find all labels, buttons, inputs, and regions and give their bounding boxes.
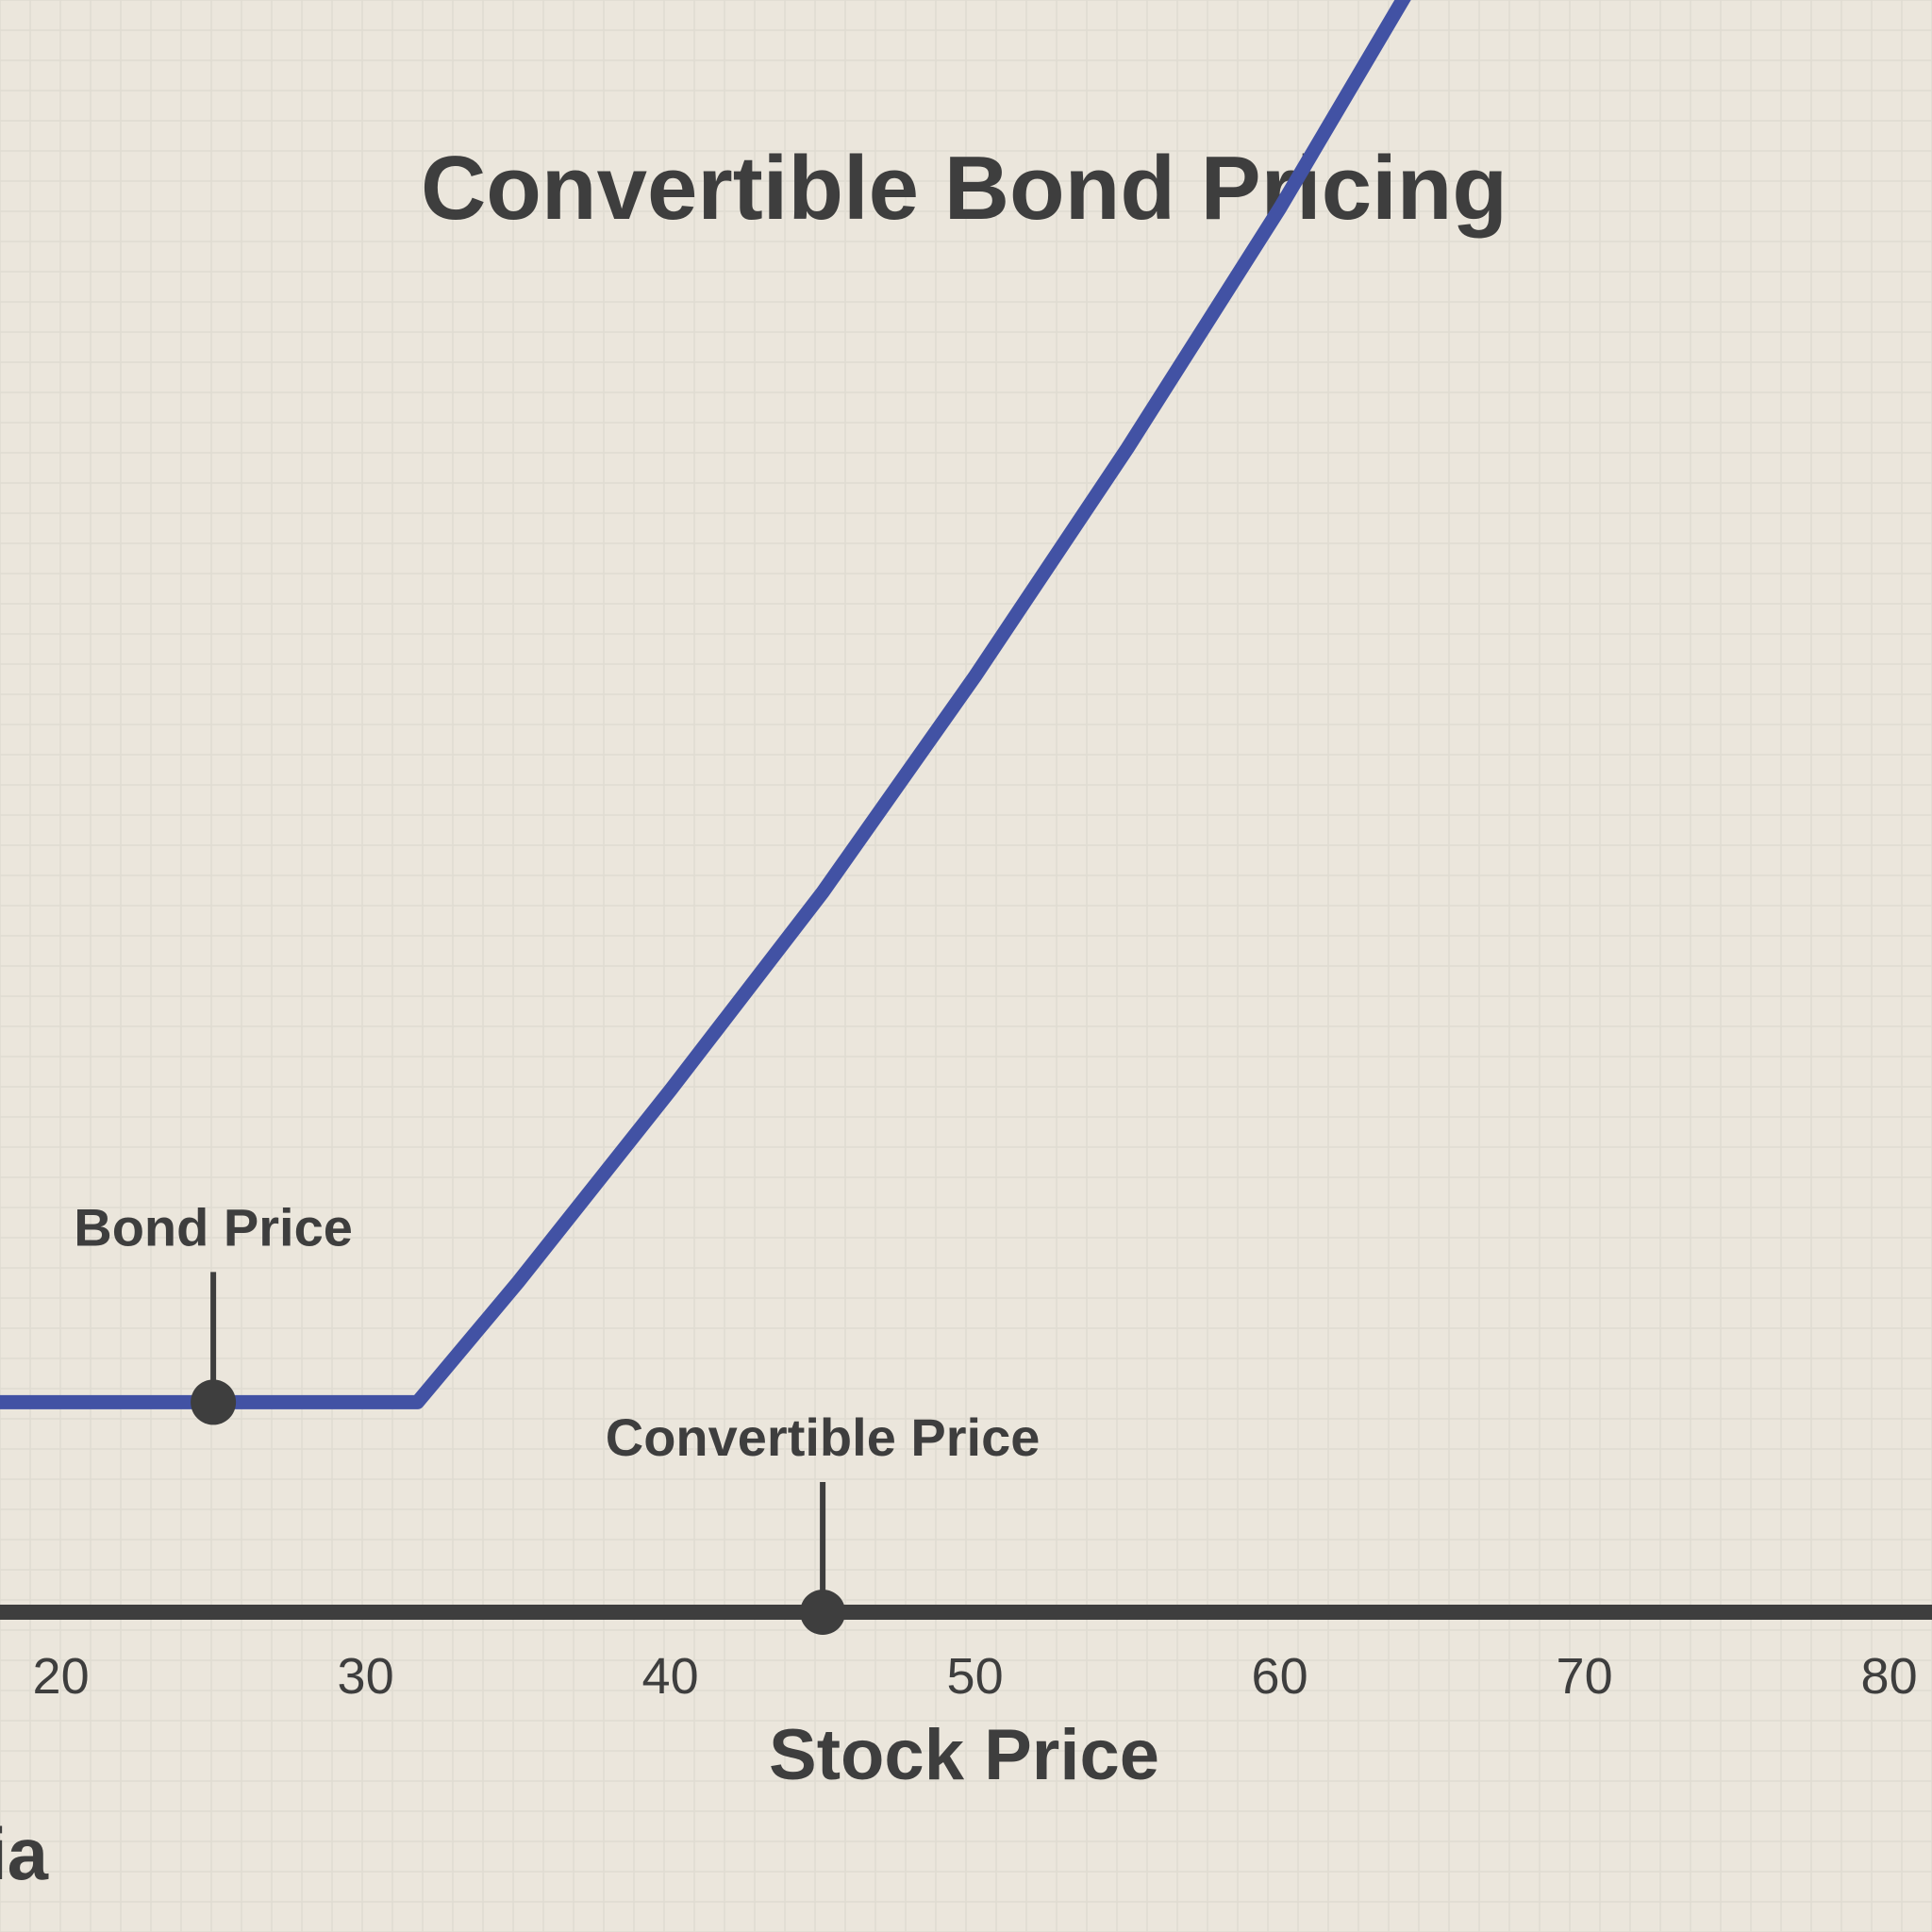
- bond-price-marker: [191, 1379, 237, 1425]
- series-line-0: [0, 0, 1411, 1409]
- x-axis-label: Stock Price: [769, 1715, 1159, 1795]
- x-tick-label-20: 20: [33, 1648, 90, 1705]
- x-tick-label-70: 70: [1557, 1648, 1613, 1705]
- x-tick-label-60: 60: [1252, 1648, 1308, 1705]
- convertible-price-marker: [800, 1590, 846, 1635]
- chart-title: Convertible Bond Pricing: [421, 138, 1507, 239]
- bond-price-label: Bond Price: [74, 1197, 353, 1257]
- watermark-text: ia: [0, 1812, 49, 1895]
- x-tick-label-80: 80: [1861, 1648, 1918, 1705]
- series-layer: [0, 0, 1411, 1409]
- x-tick-label-30: 30: [338, 1648, 394, 1705]
- x-axis: 20 30 40 50 60 70 80: [0, 1605, 1932, 1705]
- x-tick-label-50: 50: [947, 1648, 1004, 1705]
- convertible-price-label: Convertible Price: [606, 1407, 1041, 1467]
- x-tick-label-40: 40: [642, 1648, 699, 1705]
